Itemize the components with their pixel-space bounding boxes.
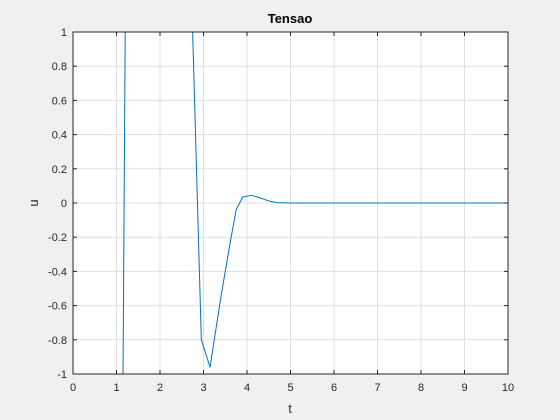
x-tick-label: 8: [418, 382, 424, 394]
y-tick-label: 0: [61, 198, 67, 210]
x-tick-label: 7: [374, 382, 380, 394]
x-tick-label: 9: [461, 382, 467, 394]
chart-title: Tensao: [268, 11, 313, 26]
x-tick-label: 5: [287, 382, 293, 394]
x-axis-label: t: [288, 401, 292, 416]
y-tick-label: -1: [57, 369, 67, 381]
y-tick-label: -0.6: [48, 301, 67, 313]
x-tick-label: 1: [113, 382, 119, 394]
x-tick-label: 2: [157, 382, 163, 394]
y-tick-label: -0.8: [48, 335, 67, 347]
x-tick-label: 6: [331, 382, 337, 394]
x-tick-label: 0: [70, 382, 76, 394]
y-tick-label: 0.4: [52, 130, 67, 142]
x-tick-label: 10: [502, 382, 514, 394]
series-layer: [73, 31, 508, 375]
y-tick-label: 0.8: [52, 61, 67, 73]
y-axis-label: u: [26, 199, 41, 206]
y-tick-label: 0.6: [52, 95, 67, 107]
y-tick-label: -0.4: [48, 266, 67, 278]
y-tick-label: 1: [61, 27, 67, 39]
x-tick-label: 3: [200, 382, 206, 394]
ticks: 0 1 2 3 4 5 6 7 8 9 10 -1 -0.8 -0.6 -0.4 -0.2 0 0.2 0.4 0.6…: [48, 27, 514, 394]
x-tick-label: 4: [244, 382, 250, 394]
y-tick-label: 0.2: [52, 164, 67, 176]
y-tick-label: -0.2: [48, 232, 67, 244]
series-line-1: [73, 31, 508, 375]
